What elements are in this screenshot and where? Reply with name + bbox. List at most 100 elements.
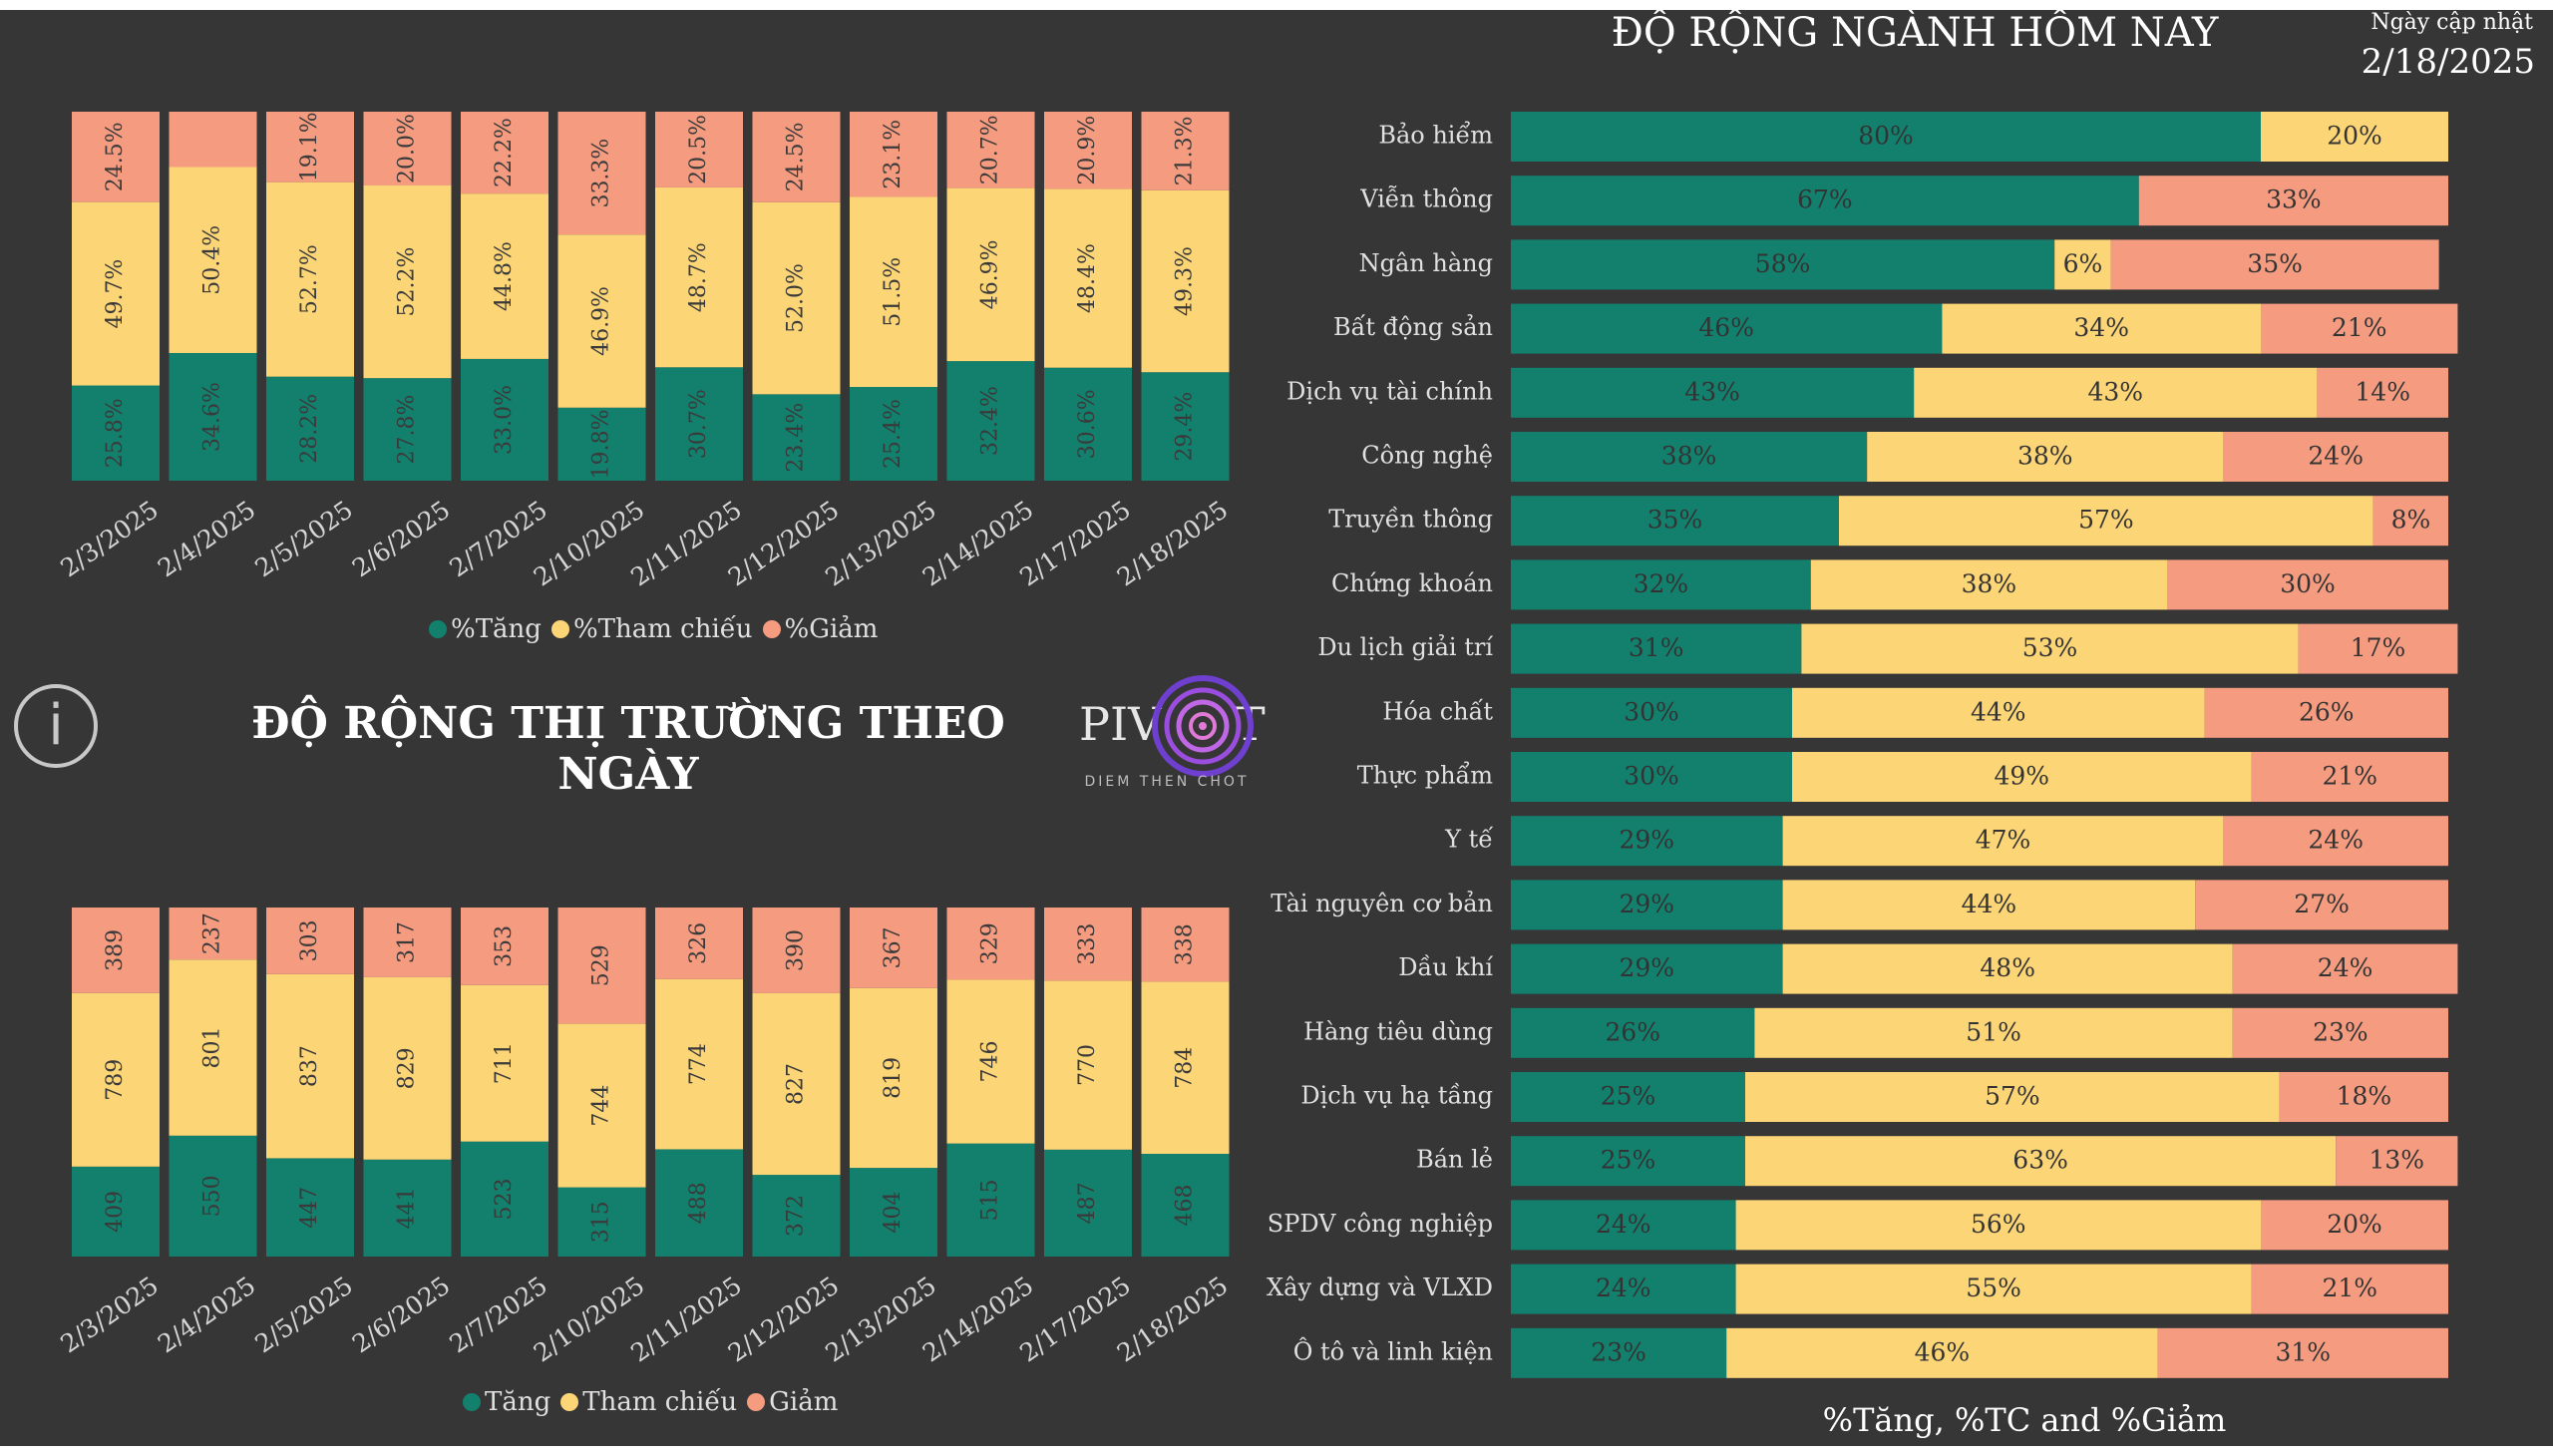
industry-bar-segment xyxy=(2054,239,2111,290)
bar-segment xyxy=(850,112,937,197)
industry-bar-segment xyxy=(2232,1007,2448,1058)
data-label: 326 xyxy=(686,922,711,964)
bar-segment xyxy=(1141,112,1230,190)
data-label: 317 xyxy=(395,921,420,963)
industry-data-label: 34% xyxy=(2073,313,2129,342)
bar-segment xyxy=(557,908,646,1024)
bar-segment xyxy=(557,407,646,481)
industry-data-label: 29% xyxy=(1620,890,1675,918)
industry-bar-segment xyxy=(1511,303,1943,354)
industry-data-label: 44% xyxy=(1962,890,2017,918)
industry-bar-segment xyxy=(1511,816,1783,867)
industry-data-label: 43% xyxy=(1684,377,1740,406)
industry-bar-segment xyxy=(1511,176,2139,226)
industry-data-label: 23% xyxy=(1591,1337,1646,1366)
bar-segment xyxy=(169,167,257,353)
data-label: 801 xyxy=(200,1027,225,1069)
industry-data-label: 35% xyxy=(2247,249,2303,278)
industry-data-label: 27% xyxy=(2294,890,2350,918)
industry-bar-segment xyxy=(1792,687,2205,738)
industry-bar-segment xyxy=(2138,176,2448,226)
info-icon[interactable]: i xyxy=(14,684,98,768)
x-tick-label: 2/3/2025 xyxy=(55,495,164,582)
data-label: 20.5% xyxy=(686,115,711,184)
industry-bar-segment xyxy=(2110,239,2439,290)
bar-segment xyxy=(655,186,743,368)
legend-item-up-count: Tăng xyxy=(463,1387,550,1417)
industry-data-label: 57% xyxy=(1985,1082,2040,1111)
industry-label: Bảo hiểm xyxy=(1378,121,1493,150)
industry-label: Viễn thông xyxy=(1359,185,1493,213)
industry-bar-segment xyxy=(2317,367,2448,418)
industry-data-label: 57% xyxy=(2078,506,2134,535)
industry-bar-segment xyxy=(2336,1136,2458,1187)
industry-data-label: 43% xyxy=(2088,377,2144,406)
industry-data-label: 51% xyxy=(1966,1017,2021,1046)
industry-data-label: 63% xyxy=(2012,1146,2068,1175)
bar-segment xyxy=(169,1135,257,1257)
industry-bar-segment xyxy=(1511,1200,1736,1251)
industry-bar-segment xyxy=(2223,816,2448,867)
data-label: 329 xyxy=(978,922,1003,964)
bar-segment xyxy=(461,112,548,194)
industry-label: Dịch vụ hạ tầng xyxy=(1300,1082,1493,1110)
data-label: 523 xyxy=(492,1178,517,1220)
x-tick-label: 2/5/2025 xyxy=(249,495,358,582)
bar-segment xyxy=(557,1023,646,1188)
bar-segment xyxy=(655,367,743,481)
legend-label-ref-count: Tham chiếu xyxy=(582,1387,738,1417)
industry-data-label: 18% xyxy=(2337,1082,2392,1111)
bar-segment xyxy=(946,187,1035,362)
industry-label: Bán lẻ xyxy=(1416,1146,1493,1174)
data-label: 30.7% xyxy=(686,389,711,459)
industry-bar-segment xyxy=(1511,752,1792,802)
industry-data-label: 24% xyxy=(2308,442,2364,471)
industry-label: Dầu khí xyxy=(1398,953,1493,981)
bar-segment xyxy=(752,908,841,993)
bar-segment xyxy=(169,959,257,1136)
bar-segment xyxy=(266,112,354,182)
data-label: 441 xyxy=(395,1187,420,1229)
data-label: 389 xyxy=(103,929,128,971)
data-label: 20.9% xyxy=(1075,116,1100,185)
bar-segment xyxy=(1141,908,1230,982)
data-label: 353 xyxy=(492,925,517,967)
data-label: 20.7% xyxy=(978,115,1003,184)
data-label: 21.3% xyxy=(1173,116,1198,185)
legend-item-down-count: Giảm xyxy=(747,1387,838,1417)
bar-segment xyxy=(266,376,354,481)
legend-label-ref: %Tham chiếu xyxy=(572,614,753,644)
industry-bar-segment xyxy=(2157,1327,2448,1378)
industry-data-label: 8% xyxy=(2391,506,2431,535)
industry-label: Dịch vụ tài chính xyxy=(1286,377,1493,405)
legend-item-ref: %Tham chiếu xyxy=(550,614,753,644)
data-label: 33.3% xyxy=(589,139,614,208)
bar-segment xyxy=(850,1168,937,1257)
bar-segment xyxy=(752,201,841,395)
bar-segment xyxy=(363,185,452,379)
industry-bar-segment xyxy=(1801,623,2299,674)
industry-label: Hóa chất xyxy=(1382,697,1493,725)
industry-data-label: 58% xyxy=(1755,249,1811,278)
bar-segment xyxy=(461,908,548,985)
industry-bar-segment xyxy=(2232,943,2458,994)
industry-data-label: 25% xyxy=(1601,1146,1656,1175)
data-label: 33.0% xyxy=(492,385,517,455)
industry-data-label: 53% xyxy=(2022,633,2078,662)
industry-bar-segment xyxy=(1735,1200,2261,1251)
industry-data-label: 20% xyxy=(2327,1210,2382,1239)
industry-bar-segment xyxy=(1511,687,1792,738)
industry-data-label: 35% xyxy=(1647,506,1703,535)
logo-subtitle: DIEM THEN CHOT xyxy=(1084,774,1250,790)
bar-segment xyxy=(1141,1153,1230,1257)
data-label: 19.1% xyxy=(297,112,322,182)
industry-data-label: 6% xyxy=(2063,249,2103,278)
data-label: 22.2% xyxy=(492,118,517,187)
industry-label: SPDV công nghiệp xyxy=(1268,1210,1493,1238)
industry-label: Tài nguyên cơ bản xyxy=(1271,890,1493,917)
industry-label: Bất động sản xyxy=(1333,313,1493,341)
bar-segment xyxy=(850,987,937,1169)
data-label: 52.0% xyxy=(784,263,809,333)
bar-segment xyxy=(266,908,354,974)
data-label: 49.3% xyxy=(1173,246,1198,316)
